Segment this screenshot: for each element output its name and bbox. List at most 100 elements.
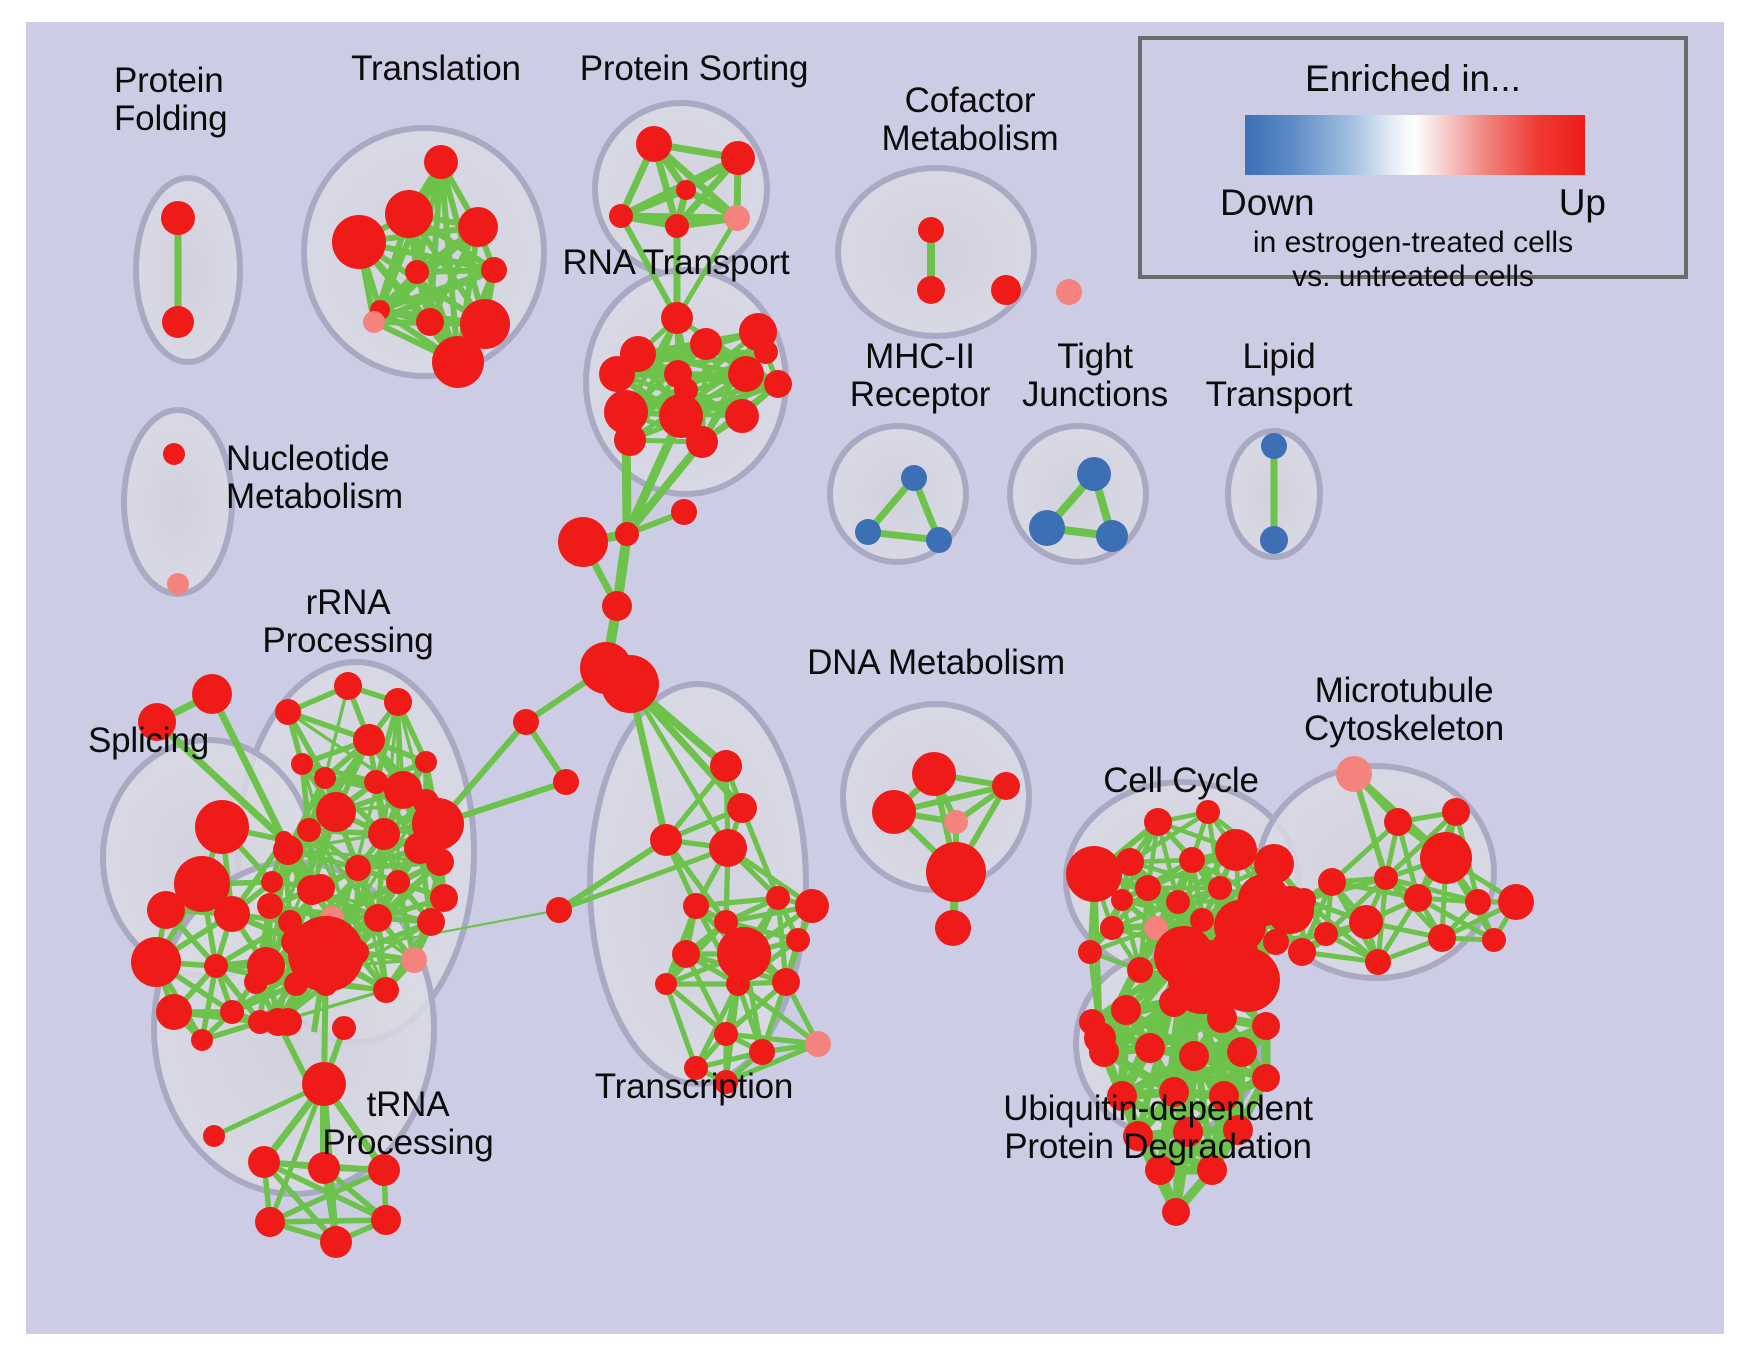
network-node (1179, 1041, 1209, 1071)
network-node (1100, 916, 1124, 940)
network-node (599, 356, 635, 392)
network-node (615, 522, 639, 546)
edge (558, 845, 729, 913)
network-node (386, 870, 410, 894)
network-node (1077, 457, 1111, 491)
network-node (1252, 1064, 1280, 1092)
network-node (1263, 929, 1289, 955)
network-node (432, 336, 484, 388)
network-node (1384, 808, 1412, 836)
network-node (373, 977, 399, 1003)
network-node (601, 655, 659, 713)
network-node (220, 1000, 244, 1024)
network-node (1374, 866, 1398, 890)
edge (261, 1160, 339, 1244)
cluster-ellipse (133, 175, 243, 365)
network-node (308, 1152, 340, 1184)
network-node (1314, 922, 1338, 946)
network-node (320, 1226, 352, 1258)
network-node (655, 973, 677, 995)
network-node (749, 1039, 775, 1065)
edge (739, 807, 781, 899)
network-node (1144, 916, 1168, 940)
network-node (1349, 905, 1383, 939)
network-node (1179, 847, 1205, 873)
network-node (992, 772, 1020, 800)
edge (267, 1083, 327, 1223)
network-node (424, 145, 458, 179)
legend-low-label: Down (1220, 182, 1315, 223)
network-canvas: Protein Folding Translation Protein Sort… (26, 22, 1724, 1334)
network-node (257, 893, 283, 919)
network-node (275, 831, 293, 849)
network-node (604, 390, 648, 434)
network-node (901, 465, 927, 491)
network-node (1227, 1037, 1257, 1067)
network-node (368, 1154, 400, 1186)
network-node (714, 1022, 738, 1046)
legend-subtitle-line1: in estrogen-treated cells (1252, 226, 1574, 259)
network-node (1318, 868, 1346, 896)
network-node (672, 940, 700, 968)
network-node (926, 842, 986, 902)
legend-title: Enriched in... (1305, 58, 1521, 99)
network-node (1159, 1077, 1189, 1107)
network-node (1107, 1081, 1137, 1111)
network-node (401, 947, 427, 973)
edge (154, 719, 287, 843)
network-node (1404, 884, 1432, 912)
network-node (912, 752, 956, 796)
network-node (727, 793, 757, 823)
edge (208, 692, 288, 842)
network-node (665, 214, 689, 238)
network-node (417, 908, 445, 936)
network-node (1216, 948, 1280, 1012)
network-node (710, 750, 742, 782)
edge (323, 685, 350, 779)
network-node (1135, 875, 1161, 901)
network-node (991, 275, 1021, 305)
network-node (334, 672, 362, 700)
edge (214, 919, 292, 969)
network-node (314, 767, 336, 789)
network-node (724, 205, 750, 231)
network-node (726, 972, 750, 996)
network-node (614, 424, 646, 456)
network-node (430, 884, 458, 912)
network-node (167, 573, 189, 595)
edge (301, 761, 377, 785)
edge (287, 832, 385, 852)
edge (330, 879, 400, 921)
network-node (316, 792, 356, 832)
edge (736, 981, 820, 1047)
network-node (772, 968, 800, 996)
network-node (371, 1205, 401, 1235)
network-node (1428, 924, 1456, 952)
network-node (546, 897, 572, 923)
network-node (1154, 926, 1214, 986)
network-node (764, 370, 792, 398)
network-node (147, 891, 185, 929)
network-node (1260, 526, 1288, 554)
network-node (1498, 884, 1534, 920)
network-node (332, 215, 386, 269)
network-node (163, 443, 185, 465)
network-node (553, 769, 579, 795)
network-node (1288, 938, 1316, 966)
network-node (926, 527, 952, 553)
network-node (416, 308, 444, 336)
network-node (1079, 1009, 1105, 1035)
network-node (1123, 1121, 1153, 1151)
network-node (1173, 1117, 1203, 1147)
network-node (1111, 995, 1141, 1025)
network-node (609, 204, 633, 228)
network-node (636, 126, 672, 162)
network-node (307, 874, 335, 902)
network-node (1196, 800, 1220, 824)
edge (663, 838, 729, 924)
network-node (1223, 1115, 1253, 1145)
edge (618, 214, 680, 320)
edge (268, 1167, 386, 1225)
network-node (364, 770, 388, 794)
